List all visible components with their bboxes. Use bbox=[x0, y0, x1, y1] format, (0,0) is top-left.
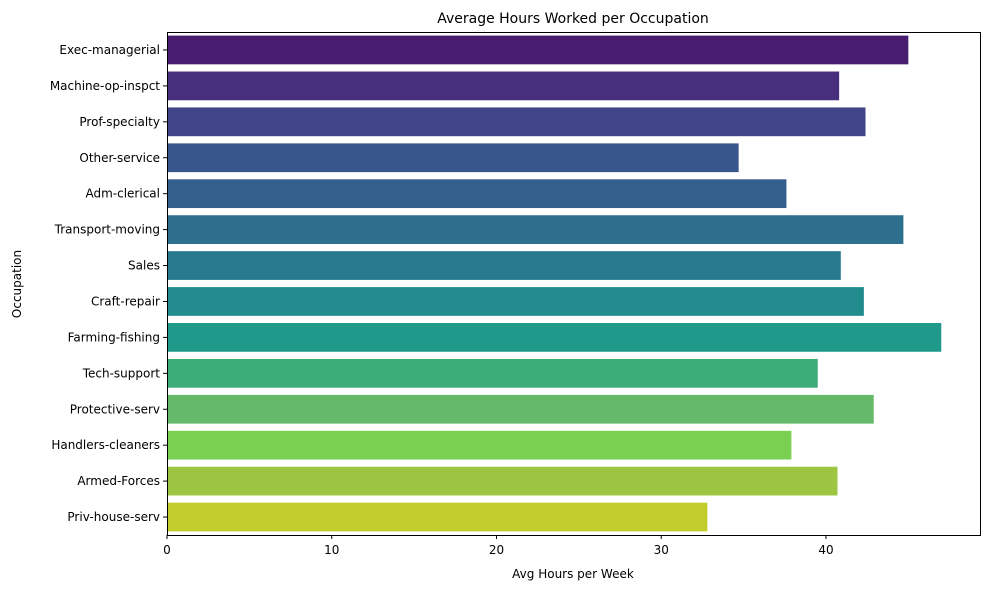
bar-machine-op-inspct bbox=[167, 71, 840, 101]
bar-tech-support bbox=[167, 358, 818, 388]
bar-transport-moving bbox=[167, 215, 904, 244]
bar-craft-repair bbox=[167, 287, 864, 316]
bar-handlers-cleaners bbox=[167, 430, 792, 460]
y-tick-label: Handlers-cleaners bbox=[51, 438, 160, 452]
bar-adm-clerical bbox=[167, 179, 787, 209]
bar-sales bbox=[167, 251, 841, 280]
x-tick-label: 10 bbox=[324, 543, 339, 557]
y-tick-label: Adm-clerical bbox=[85, 187, 160, 201]
y-tick-label: Priv-house-serv bbox=[67, 510, 160, 524]
bar-other-service bbox=[167, 143, 739, 173]
y-tick-label: Armed-Forces bbox=[77, 474, 160, 488]
y-tick-label: Tech-support bbox=[82, 366, 161, 380]
y-tick-label: Prof-specialty bbox=[79, 115, 160, 129]
y-tick-label: Transport-moving bbox=[54, 223, 160, 237]
bar-armed-forces bbox=[167, 466, 838, 496]
y-axis-ticks: Exec-managerial Machine-op-inspct Prof-spe… bbox=[50, 43, 167, 524]
y-tick-label: Sales bbox=[128, 259, 160, 273]
y-tick-label: Farming-fishing bbox=[68, 330, 160, 344]
chart-title: Average Hours Worked per Occupation bbox=[437, 11, 709, 27]
y-tick-label: Protective-serv bbox=[70, 402, 160, 416]
bar-exec-managerial bbox=[167, 35, 909, 65]
x-tick-label: 40 bbox=[818, 543, 833, 557]
x-axis-ticks: 0 10 20 30 40 bbox=[163, 535, 834, 557]
x-axis-label: Avg Hours per Week bbox=[512, 567, 634, 581]
y-tick-label: Exec-managerial bbox=[59, 43, 160, 57]
bar-protective-serv bbox=[167, 394, 874, 424]
x-tick-label: 0 bbox=[163, 543, 171, 557]
bar-priv-house-serv bbox=[167, 502, 708, 532]
plot-frame bbox=[167, 32, 981, 536]
y-tick-label: Other-service bbox=[79, 151, 160, 165]
x-tick-label: 30 bbox=[654, 543, 669, 557]
y-tick-label: Machine-op-inspct bbox=[50, 79, 160, 93]
y-tick-label: Craft-repair bbox=[91, 294, 160, 308]
bar-prof-specialty bbox=[167, 107, 866, 137]
x-tick-label: 20 bbox=[489, 543, 504, 557]
y-axis-label: Occupation bbox=[10, 250, 24, 318]
bars-group bbox=[167, 35, 942, 532]
bar-farming-fishing bbox=[167, 323, 942, 352]
